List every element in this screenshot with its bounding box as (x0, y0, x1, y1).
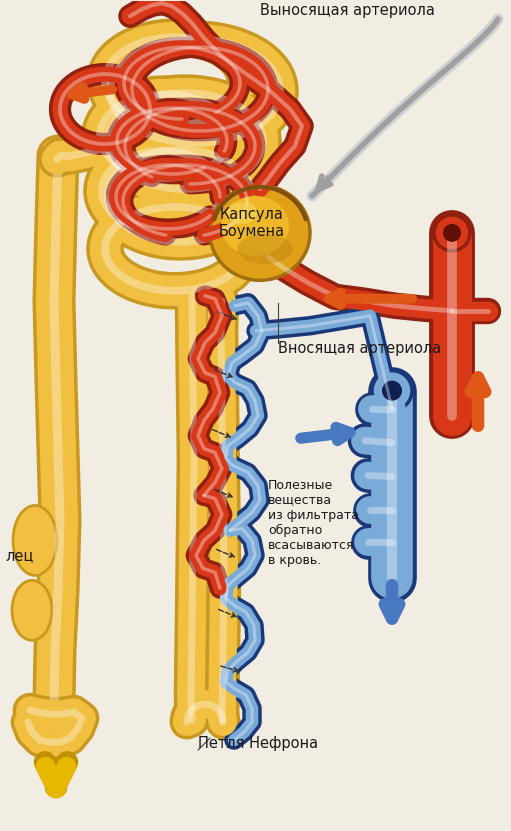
Text: лец: лец (5, 548, 33, 563)
Text: Вносящая артериола: Вносящая артериола (278, 341, 442, 356)
Circle shape (382, 381, 402, 401)
Text: Выносящая артериола: Выносящая артериола (260, 3, 435, 18)
Ellipse shape (13, 505, 57, 575)
Text: Капсула
Боумена: Капсула Боумена (219, 207, 285, 239)
Ellipse shape (29, 725, 83, 755)
Text: Петля Нефрона: Петля Нефрона (198, 736, 318, 751)
Ellipse shape (238, 234, 292, 263)
Ellipse shape (221, 196, 289, 256)
Ellipse shape (12, 580, 52, 640)
Circle shape (372, 371, 412, 411)
Text: Полезные
вещества
из фильтрата
обратно
всасываются
в кровь.: Полезные вещества из фильтрата обратно в… (268, 479, 359, 567)
Circle shape (443, 224, 461, 242)
Circle shape (434, 215, 470, 251)
Ellipse shape (210, 185, 310, 280)
Ellipse shape (227, 202, 257, 224)
